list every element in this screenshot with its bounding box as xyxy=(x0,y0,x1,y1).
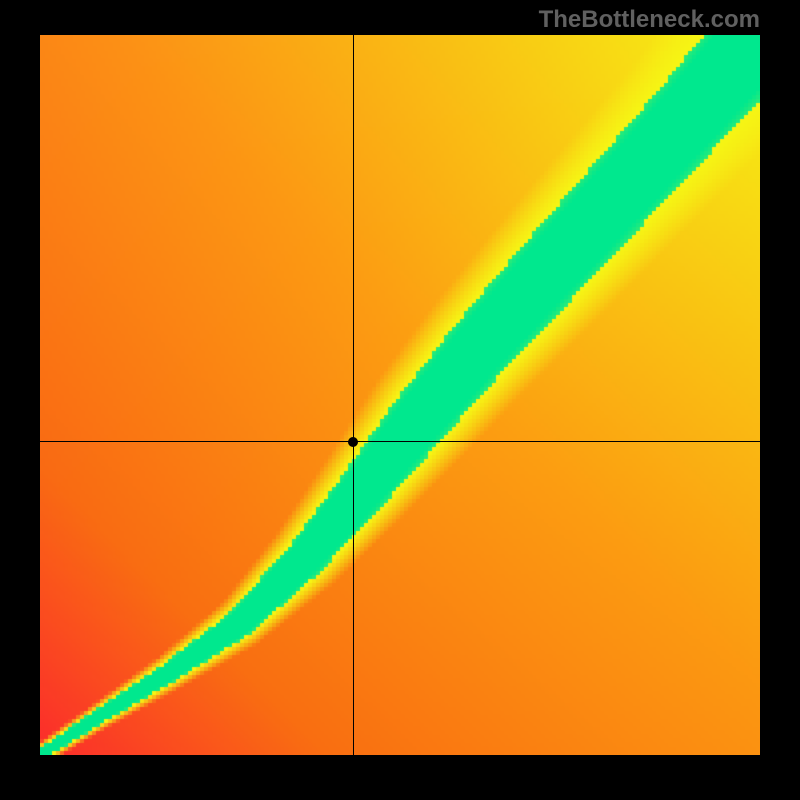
crosshair-horizontal xyxy=(40,441,760,442)
heatmap-canvas xyxy=(40,35,760,755)
crosshair-marker-dot xyxy=(348,437,358,447)
watermark-text: TheBottleneck.com xyxy=(539,6,760,34)
crosshair-vertical xyxy=(353,35,354,755)
bottleneck-heatmap-chart: TheBottleneck.com xyxy=(0,0,800,800)
